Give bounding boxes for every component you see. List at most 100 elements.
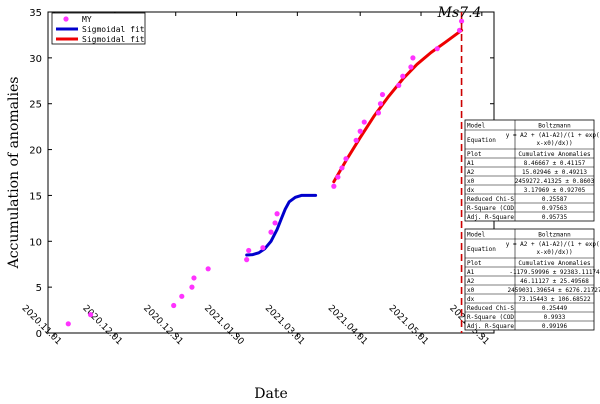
x-tick-label: 2020.12.31 bbox=[141, 304, 185, 348]
legend-label: Sigmoidal fit bbox=[82, 25, 145, 34]
y-tick-label: 5 bbox=[36, 283, 42, 294]
fit-table-value: 0.25587 bbox=[542, 196, 568, 203]
data-point bbox=[179, 293, 185, 299]
fit-table-value: 0.9933 bbox=[544, 314, 566, 321]
fit-tables: Model Boltzmann Equation y = A2 + (A1-A2)/(… bbox=[464, 119, 600, 331]
data-point bbox=[434, 46, 440, 52]
fit-table-value: Boltzmann bbox=[538, 122, 571, 129]
fit-curve-blue bbox=[245, 193, 318, 257]
fit-curves bbox=[245, 28, 464, 257]
x-tick-label: 2020.11.01 bbox=[20, 304, 64, 348]
data-point bbox=[353, 137, 359, 143]
fit-table-key: x0 bbox=[467, 178, 475, 185]
fit-table-value: 2459272.41325 ± 0.8603 bbox=[515, 178, 595, 185]
data-point bbox=[400, 73, 406, 79]
event-label: Ms7.4 bbox=[437, 5, 482, 21]
data-point bbox=[65, 321, 71, 327]
data-point bbox=[87, 312, 94, 318]
fit-table-key: R-Square (COD bbox=[467, 205, 514, 212]
fit-table-key: A1 bbox=[467, 269, 475, 276]
y-tick-label: 10 bbox=[29, 237, 42, 248]
data-point bbox=[458, 18, 465, 24]
y-tick-label: 0 bbox=[36, 329, 42, 340]
x-axis-label: Date bbox=[254, 386, 287, 402]
fit-table-value: 0.99196 bbox=[542, 323, 568, 330]
legend-label: MY bbox=[82, 15, 92, 24]
fit-table-value: 0.25449 bbox=[542, 305, 568, 312]
data-point bbox=[205, 266, 211, 272]
data-point bbox=[396, 82, 402, 88]
data-point bbox=[171, 302, 177, 309]
data-point bbox=[272, 220, 278, 226]
data-points bbox=[65, 18, 465, 327]
x-tick-label: 2020.12.01 bbox=[80, 304, 124, 348]
fit-table-value: 3.17969 ± 0.92705 bbox=[524, 187, 586, 194]
y-tick-label: 15 bbox=[29, 191, 42, 202]
fit-table-key: A1 bbox=[467, 160, 475, 167]
fit-table-key: A2 bbox=[467, 278, 475, 285]
x-tick-label: 2021.03.01 bbox=[263, 304, 307, 348]
fit-table-value: y = A2 + (A1-A2)/(1 + exp(( bbox=[506, 132, 600, 139]
fit-table-value: x-x0)/dx)) bbox=[536, 140, 572, 147]
fit-table-key: R-Square (COD bbox=[467, 314, 514, 321]
fit-table-key: Plot bbox=[467, 151, 482, 158]
data-point bbox=[335, 174, 341, 180]
fit-table-value: Cumulative Anomalies bbox=[518, 260, 591, 267]
fit-table-key: Adj. R-Square bbox=[467, 323, 514, 330]
data-point bbox=[260, 245, 266, 251]
data-point bbox=[375, 110, 382, 116]
data-point bbox=[361, 119, 367, 125]
data-point bbox=[410, 55, 416, 61]
fit-table-key: dx bbox=[467, 296, 475, 303]
legend-marker bbox=[63, 16, 69, 22]
fit-table-key: Model bbox=[467, 122, 485, 129]
fit-table-key: Plot bbox=[467, 260, 482, 267]
data-point bbox=[343, 156, 349, 162]
fit-table-key: dx bbox=[467, 187, 475, 194]
y-axis-label: Accumulation of anomalies bbox=[6, 77, 22, 270]
data-point bbox=[408, 64, 414, 70]
y-tick-label: 25 bbox=[29, 100, 42, 111]
axes: 0 5 10 15 20 25 30 35 2020.11.01 2020.12.01 2020.1… bbox=[6, 8, 495, 402]
legend-label: Sigmoidal fit bbox=[82, 35, 145, 44]
fit-table-key: Reduced Chi-S bbox=[467, 196, 514, 203]
fit-table-value: y = A2 + (A1-A2)/(1 + exp(( bbox=[506, 241, 600, 248]
fit-table-value: 73.15443 ± 106.68522 bbox=[518, 296, 591, 303]
x-tick-label: 2021.01.30 bbox=[202, 304, 246, 348]
data-point bbox=[244, 257, 250, 263]
y-tick-label: 35 bbox=[29, 8, 42, 19]
fit-table-frame bbox=[464, 119, 595, 222]
fit-table-key: x0 bbox=[467, 287, 475, 294]
plot-frame bbox=[47, 11, 495, 334]
data-point bbox=[191, 275, 197, 281]
fit-table-value: x-x0)/dx)) bbox=[536, 249, 572, 256]
fit-table-value: 8.46667 ± 0.41157 bbox=[524, 160, 586, 167]
earthquake-marker: Ms7.4 bbox=[437, 5, 482, 333]
fit-table-frame bbox=[464, 228, 595, 331]
fit-table: Model Boltzmann Equation y = A2 + (A1-A2)/(… bbox=[464, 119, 600, 222]
fit-curve-red bbox=[332, 28, 464, 184]
data-point bbox=[379, 91, 386, 98]
data-point bbox=[377, 101, 384, 107]
fit-table-value: 46.11127 ± 25.49568 bbox=[520, 278, 589, 285]
data-point bbox=[331, 183, 337, 189]
fit-table-value: 2459031.39654 ± 6276.21727 bbox=[508, 287, 600, 294]
data-point bbox=[268, 229, 274, 235]
fit-table-value: 0.97563 bbox=[542, 205, 568, 212]
data-point bbox=[274, 211, 280, 217]
fit-table-key: Adj. R-Square bbox=[467, 214, 514, 221]
data-point bbox=[189, 284, 195, 290]
fit-table-key: Model bbox=[467, 231, 485, 238]
fit-table-value: 0.95735 bbox=[542, 214, 568, 221]
fit-table: Model Boltzmann Equation y = A2 + (A1-A2)/(… bbox=[464, 228, 600, 331]
fit-table-key: Equation bbox=[467, 137, 496, 144]
y-tick-label: 20 bbox=[29, 146, 42, 157]
data-point bbox=[357, 128, 363, 134]
fit-table-value: -1179.59996 ± 92383.11174 bbox=[509, 269, 600, 276]
x-tick-label: 2021.04.01 bbox=[326, 304, 370, 348]
data-point bbox=[246, 247, 252, 254]
fit-table-value: Cumulative Anomalies bbox=[518, 151, 591, 158]
fit-table-value: 15.02946 ± 0.49213 bbox=[522, 169, 587, 176]
